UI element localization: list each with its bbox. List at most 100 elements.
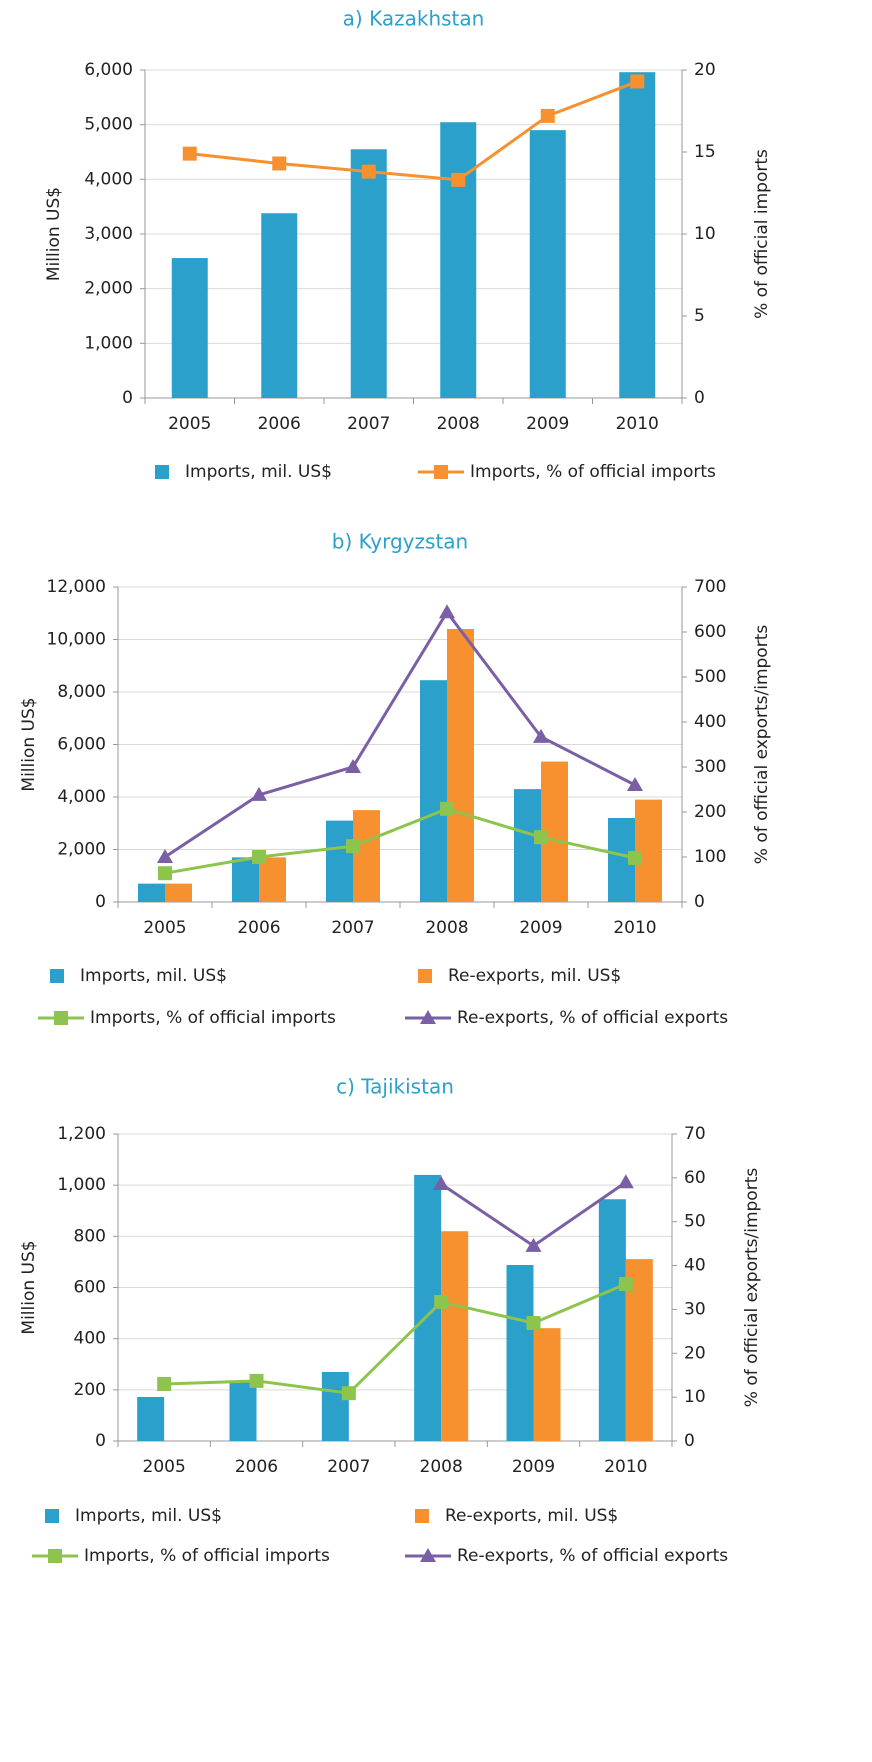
bar bbox=[514, 789, 541, 902]
line-marker bbox=[617, 1174, 634, 1189]
legend-marker bbox=[434, 465, 448, 479]
legend-label: Re-exports, mil. US$ bbox=[448, 966, 621, 986]
line-marker bbox=[158, 866, 172, 881]
bar bbox=[171, 258, 208, 398]
bar bbox=[138, 883, 165, 902]
y-tick-label: 0 bbox=[95, 892, 106, 912]
line-marker bbox=[525, 1237, 542, 1252]
y2-tick-label: 600 bbox=[694, 622, 726, 642]
bar bbox=[598, 1199, 626, 1441]
y2-tick-label: 70 bbox=[684, 1124, 706, 1144]
legend-marker bbox=[420, 1010, 436, 1024]
y-tick-label: 4,000 bbox=[57, 787, 106, 807]
y2-tick-label: 200 bbox=[694, 802, 726, 822]
legend-label: Re-exports, % of official exports bbox=[457, 1008, 728, 1028]
x-tick-label: 2005 bbox=[168, 414, 211, 434]
line-marker bbox=[628, 850, 642, 865]
line-marker bbox=[341, 1386, 356, 1401]
x-tick-label: 2007 bbox=[347, 414, 390, 434]
x-tick-label: 2005 bbox=[143, 1457, 186, 1477]
y2-tick-label: 10 bbox=[684, 1387, 706, 1407]
line-marker bbox=[182, 146, 197, 161]
y2-tick-label: 40 bbox=[684, 1256, 706, 1276]
y-tick-label: 0 bbox=[122, 388, 133, 408]
y2-tick-label: 500 bbox=[694, 667, 726, 687]
x-tick-label: 2009 bbox=[526, 414, 569, 434]
bar bbox=[259, 857, 286, 902]
legend-label: Imports, % of official imports bbox=[84, 1546, 330, 1566]
y2-tick-label: 20 bbox=[694, 60, 716, 80]
bar bbox=[529, 130, 566, 398]
chart-title: c) Tajikistan bbox=[336, 1075, 454, 1099]
line-marker bbox=[272, 156, 287, 171]
y2-axis-title: % of official imports bbox=[752, 149, 772, 319]
line bbox=[164, 609, 636, 859]
y2-tick-label: 0 bbox=[694, 388, 705, 408]
legend-swatch bbox=[418, 969, 432, 983]
y2-tick-label: 30 bbox=[684, 1299, 706, 1319]
line bbox=[164, 1282, 627, 1395]
y-tick-label: 800 bbox=[74, 1226, 106, 1246]
bar bbox=[261, 213, 298, 398]
legend-marker bbox=[54, 1011, 68, 1025]
legend-label: Imports, mil. US$ bbox=[185, 462, 332, 482]
bar bbox=[229, 1382, 257, 1441]
bar bbox=[447, 629, 474, 902]
line-marker bbox=[451, 172, 466, 187]
y2-tick-label: 300 bbox=[694, 757, 726, 777]
x-tick-label: 2010 bbox=[616, 414, 659, 434]
y-tick-label: 0 bbox=[95, 1431, 106, 1451]
y-tick-label: 600 bbox=[74, 1278, 106, 1298]
bar bbox=[350, 149, 387, 398]
y-tick-label: 1,000 bbox=[57, 1175, 106, 1195]
y-tick-label: 3,000 bbox=[84, 224, 133, 244]
legend-swatch bbox=[415, 1509, 429, 1523]
legend-label: Imports, % of official imports bbox=[470, 462, 716, 482]
y2-tick-label: 5 bbox=[694, 306, 705, 326]
y2-tick-label: 10 bbox=[694, 224, 716, 244]
legend-marker bbox=[48, 1549, 62, 1563]
legend-label: Re-exports, % of official exports bbox=[457, 1546, 728, 1566]
y-tick-label: 400 bbox=[74, 1329, 106, 1349]
line-marker bbox=[346, 839, 360, 854]
y-tick-label: 1,000 bbox=[84, 333, 133, 353]
y-tick-label: 10,000 bbox=[47, 630, 106, 650]
x-tick-label: 2008 bbox=[437, 414, 480, 434]
line-marker bbox=[361, 164, 376, 179]
bar bbox=[321, 1371, 349, 1441]
y2-axis-title: % of official exports/imports bbox=[752, 625, 772, 865]
legend-label: Imports, % of official imports bbox=[90, 1008, 336, 1028]
line bbox=[189, 80, 638, 182]
y2-tick-label: 0 bbox=[684, 1431, 695, 1451]
bar bbox=[533, 1328, 561, 1441]
bar bbox=[441, 1231, 469, 1441]
y2-tick-label: 20 bbox=[684, 1343, 706, 1363]
line-marker bbox=[157, 1376, 172, 1391]
y-tick-label: 4,000 bbox=[84, 169, 133, 189]
line-marker bbox=[627, 777, 643, 791]
y2-axis-title: % of official exports/imports bbox=[742, 1168, 762, 1408]
line-marker bbox=[440, 801, 454, 816]
y-tick-label: 12,000 bbox=[47, 577, 106, 597]
legend-label: Re-exports, mil. US$ bbox=[445, 1506, 618, 1526]
chart-title: a) Kazakhstan bbox=[343, 7, 485, 31]
line-marker bbox=[251, 786, 267, 801]
y2-tick-label: 700 bbox=[694, 577, 726, 597]
bar bbox=[137, 1396, 165, 1441]
y2-tick-label: 50 bbox=[684, 1212, 706, 1232]
line-marker bbox=[618, 1276, 633, 1291]
line-marker bbox=[433, 1175, 450, 1190]
x-tick-label: 2007 bbox=[327, 1457, 370, 1477]
y-tick-label: 2,000 bbox=[57, 840, 106, 860]
line-marker bbox=[157, 849, 173, 863]
y-tick-label: 1,200 bbox=[57, 1124, 106, 1144]
legend-swatch bbox=[45, 1509, 59, 1523]
y2-tick-label: 100 bbox=[694, 847, 726, 867]
y2-tick-label: 0 bbox=[694, 892, 705, 912]
y2-tick-label: 60 bbox=[684, 1168, 706, 1188]
x-tick-label: 2008 bbox=[425, 918, 468, 938]
bar bbox=[165, 883, 192, 902]
y-tick-label: 6,000 bbox=[84, 60, 133, 80]
legend-label: Imports, mil. US$ bbox=[80, 966, 227, 986]
